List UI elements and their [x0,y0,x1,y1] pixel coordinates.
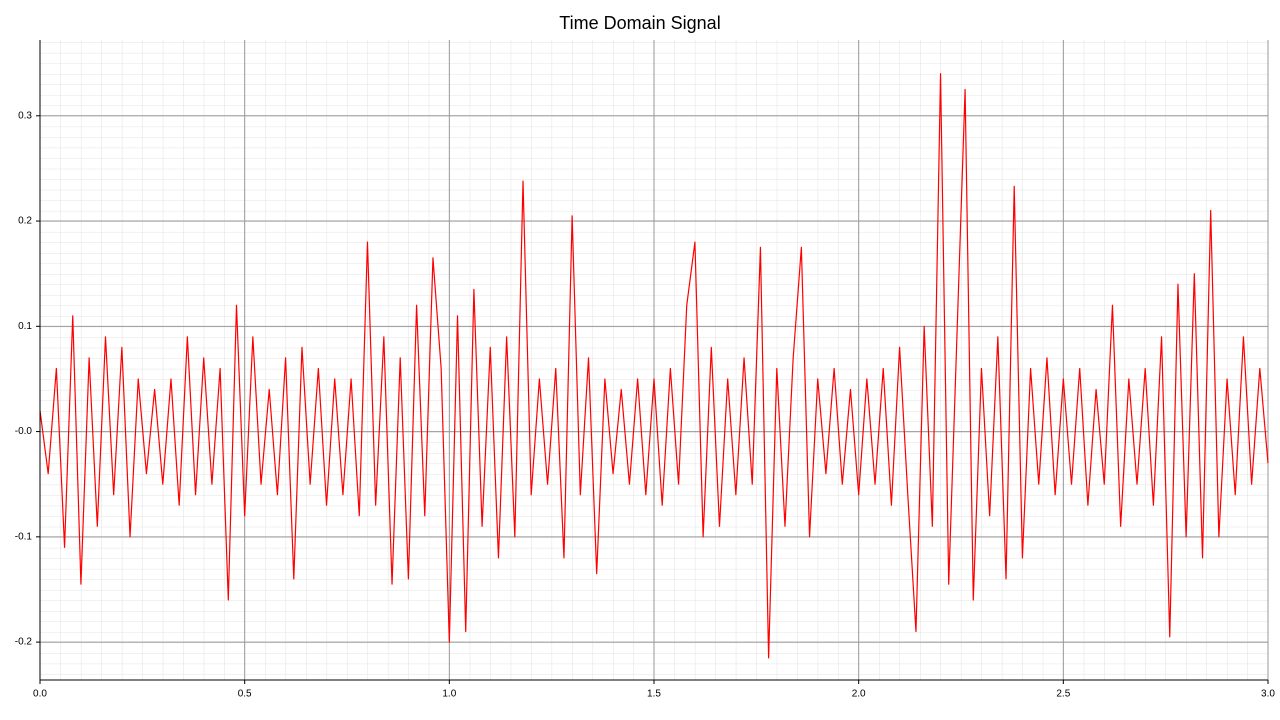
x-tick-label: 2.0 [852,689,866,700]
x-tick-label: 3.0 [1261,689,1275,700]
x-tick-label: 1.5 [647,689,661,700]
y-tick-label: 0.3 [18,110,32,121]
y-tick-label: 0.2 [18,216,32,227]
y-tick-label: -0.2 [15,637,33,648]
y-tick-label: -0.1 [15,531,33,542]
y-tick-label: 0.1 [18,321,32,332]
x-tick-label: 0.5 [238,689,252,700]
x-tick-label: 2.5 [1056,689,1070,700]
y-tick-label: -0.0 [15,426,33,437]
chart-title: Time Domain Signal [559,13,720,33]
x-tick-label: 0.0 [33,689,47,700]
signal-line [39,73,1269,659]
x-tick-label: 1.0 [442,689,456,700]
